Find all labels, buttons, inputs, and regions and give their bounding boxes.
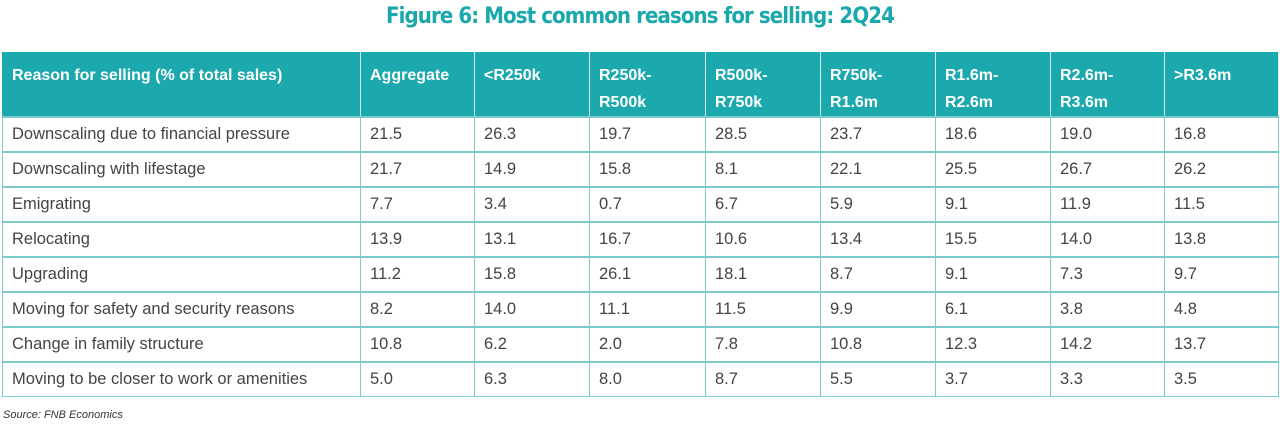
value-cell: 8.1 xyxy=(705,151,821,188)
value-cell: 9.1 xyxy=(935,256,1051,293)
table-row: Downscaling with lifestage 21.7 14.9 15.8 8.… xyxy=(2,151,1279,188)
value-cell: 25.5 xyxy=(935,151,1051,188)
column-header: <R250k xyxy=(474,52,590,117)
table-row: Change in family structure 10.8 6.2 2.0 7.8 1… xyxy=(2,326,1279,363)
reason-cell: Moving to be closer to work or amenities xyxy=(2,361,361,397)
value-cell: 14.9 xyxy=(474,151,590,188)
value-cell: 6.1 xyxy=(935,291,1051,328)
value-cell: 16.8 xyxy=(1164,116,1279,153)
value-cell: 14.0 xyxy=(474,291,590,328)
column-header: Aggregate xyxy=(360,52,475,117)
value-cell: 19.7 xyxy=(589,116,706,153)
value-cell: 16.7 xyxy=(589,221,706,258)
column-header: R2.6m- R3.6m xyxy=(1050,52,1165,117)
value-cell: 11.5 xyxy=(705,291,821,328)
value-cell: 10.8 xyxy=(820,326,936,363)
column-header: >R3.6m xyxy=(1164,52,1279,117)
value-cell: 14.2 xyxy=(1050,326,1165,363)
value-cell: 8.7 xyxy=(820,256,936,293)
value-cell: 18.6 xyxy=(935,116,1051,153)
value-cell: 10.8 xyxy=(360,326,475,363)
value-cell: 26.7 xyxy=(1050,151,1165,188)
table-row: Downscaling due to financial pressure 21.… xyxy=(2,116,1279,153)
reasons-table: Reason for selling (% of total sales) Agg… xyxy=(2,52,1279,397)
value-cell: 0.7 xyxy=(589,186,706,223)
value-cell: 3.5 xyxy=(1164,361,1279,397)
table-row: Relocating 13.9 13.1 16.7 10.6 13.4 15.5 14.0 13… xyxy=(2,221,1279,258)
table-row: Emigrating 7.7 3.4 0.7 6.7 5.9 9.1 11.9 11.5 xyxy=(2,186,1279,223)
table-row: Moving to be closer to work or amenities… xyxy=(2,361,1279,397)
value-cell: 4.8 xyxy=(1164,291,1279,328)
value-cell: 14.0 xyxy=(1050,221,1165,258)
value-cell: 9.1 xyxy=(935,186,1051,223)
value-cell: 8.0 xyxy=(589,361,706,397)
value-cell: 15.5 xyxy=(935,221,1051,258)
value-cell: 22.1 xyxy=(820,151,936,188)
value-cell: 10.6 xyxy=(705,221,821,258)
value-cell: 11.9 xyxy=(1050,186,1165,223)
header-row: Reason for selling (% of total sales) Agg… xyxy=(2,52,1279,117)
reason-cell: Downscaling with lifestage xyxy=(2,151,361,188)
value-cell: 13.8 xyxy=(1164,221,1279,258)
reason-cell: Upgrading xyxy=(2,256,361,293)
value-cell: 13.7 xyxy=(1164,326,1279,363)
value-cell: 7.3 xyxy=(1050,256,1165,293)
figure-title: Figure 6: Most common reasons for sellin… xyxy=(385,4,895,29)
value-cell: 3.4 xyxy=(474,186,590,223)
value-cell: 5.0 xyxy=(360,361,475,397)
value-cell: 2.0 xyxy=(589,326,706,363)
reason-cell: Downscaling due to financial pressure xyxy=(2,116,361,153)
value-cell: 3.7 xyxy=(935,361,1051,397)
value-cell: 13.4 xyxy=(820,221,936,258)
value-cell: 21.5 xyxy=(360,116,475,153)
value-cell: 26.3 xyxy=(474,116,590,153)
value-cell: 5.9 xyxy=(820,186,936,223)
value-cell: 21.7 xyxy=(360,151,475,188)
value-cell: 15.8 xyxy=(474,256,590,293)
reason-cell: Change in family structure xyxy=(2,326,361,363)
reason-cell: Emigrating xyxy=(2,186,361,223)
value-cell: 9.9 xyxy=(820,291,936,328)
value-cell: 5.5 xyxy=(820,361,936,397)
column-header: R250k- R500k xyxy=(589,52,706,117)
value-cell: 11.2 xyxy=(360,256,475,293)
value-cell: 23.7 xyxy=(820,116,936,153)
value-cell: 11.1 xyxy=(589,291,706,328)
value-cell: 26.2 xyxy=(1164,151,1279,188)
value-cell: 6.3 xyxy=(474,361,590,397)
value-cell: 13.9 xyxy=(360,221,475,258)
value-cell: 8.7 xyxy=(705,361,821,397)
value-cell: 12.3 xyxy=(935,326,1051,363)
value-cell: 9.7 xyxy=(1164,256,1279,293)
source-note: Source: FNB Economics xyxy=(3,409,123,421)
column-header: R1.6m- R2.6m xyxy=(935,52,1051,117)
value-cell: 8.2 xyxy=(360,291,475,328)
value-cell: 18.1 xyxy=(705,256,821,293)
value-cell: 19.0 xyxy=(1050,116,1165,153)
value-cell: 7.7 xyxy=(360,186,475,223)
column-header: R500k- R750k xyxy=(705,52,821,117)
table-row: Upgrading 11.2 15.8 26.1 18.1 8.7 9.1 7.3 9.7 xyxy=(2,256,1279,293)
table-row: Moving for safety and security reasons 8.… xyxy=(2,291,1279,328)
value-cell: 11.5 xyxy=(1164,186,1279,223)
reason-cell: Moving for safety and security reasons xyxy=(2,291,361,328)
value-cell: 13.1 xyxy=(474,221,590,258)
value-cell: 6.2 xyxy=(474,326,590,363)
value-cell: 6.7 xyxy=(705,186,821,223)
value-cell: 26.1 xyxy=(589,256,706,293)
value-cell: 3.8 xyxy=(1050,291,1165,328)
value-cell: 3.3 xyxy=(1050,361,1165,397)
column-header: Reason for selling (% of total sales) xyxy=(2,52,361,117)
value-cell: 28.5 xyxy=(705,116,821,153)
value-cell: 7.8 xyxy=(705,326,821,363)
reason-cell: Relocating xyxy=(2,221,361,258)
value-cell: 15.8 xyxy=(589,151,706,188)
column-header: R750k- R1.6m xyxy=(820,52,936,117)
